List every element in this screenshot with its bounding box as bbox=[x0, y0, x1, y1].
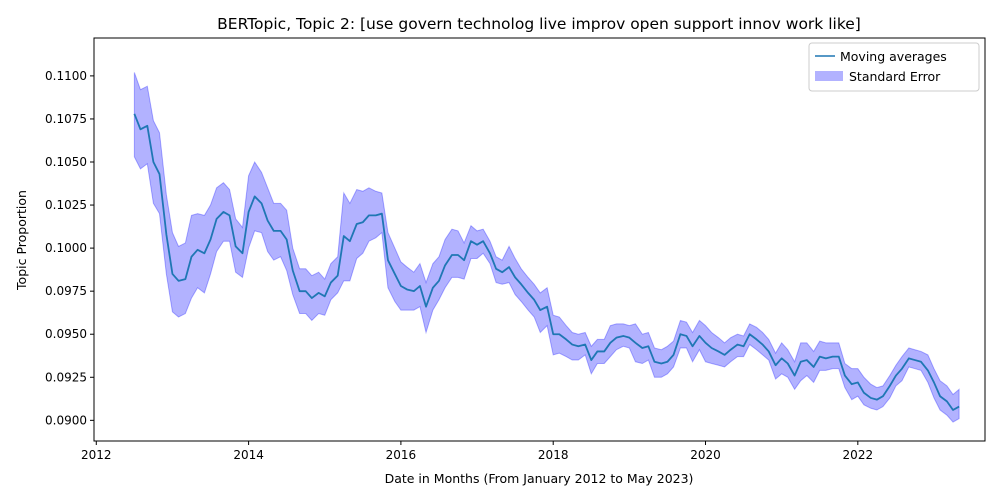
y-tick-label: 0.1025 bbox=[45, 198, 87, 212]
legend-label-standard-error: Standard Error bbox=[849, 69, 941, 84]
y-tick-label: 0.1100 bbox=[45, 69, 87, 83]
y-axis-label: Topic Proportion bbox=[14, 190, 29, 291]
y-tick-label: 0.0900 bbox=[45, 413, 87, 427]
chart-title: BERTopic, Topic 2: [use govern technolog… bbox=[217, 15, 861, 33]
x-axis-label: Date in Months (From January 2012 to May… bbox=[385, 471, 694, 486]
y-tick-label: 0.1050 bbox=[45, 155, 87, 169]
x-tick-label: 2014 bbox=[233, 448, 264, 462]
y-tick-label: 0.0950 bbox=[45, 327, 87, 341]
x-tick-label: 2022 bbox=[843, 448, 874, 462]
x-tick-label: 2016 bbox=[386, 448, 417, 462]
x-tick-label: 2020 bbox=[690, 448, 721, 462]
y-tick-label: 0.0975 bbox=[45, 284, 87, 298]
legend-label-moving-averages: Moving averages bbox=[840, 49, 947, 64]
x-tick-label: 2012 bbox=[81, 448, 112, 462]
legend-band-swatch bbox=[815, 71, 843, 81]
x-axis-ticks: 2012 2014 2016 2018 2020 2022 bbox=[81, 441, 873, 462]
legend-box bbox=[808, 42, 980, 92]
y-tick-label: 0.1075 bbox=[45, 112, 87, 126]
moving-average-line bbox=[133, 113, 960, 411]
plot-frame bbox=[93, 37, 986, 442]
legend: Moving averages Standard Error bbox=[808, 42, 980, 92]
y-tick-label: 0.0925 bbox=[45, 370, 87, 384]
standard-error-band-layer bbox=[133, 72, 960, 423]
moving-average-line-layer bbox=[133, 113, 960, 411]
y-axis-ticks: 0.0900 0.0925 0.0950 0.0975 0.1000 0.1025 0.10… bbox=[45, 69, 94, 427]
standard-error-band bbox=[133, 72, 960, 423]
x-tick-label: 2018 bbox=[538, 448, 569, 462]
y-tick-label: 0.1000 bbox=[45, 241, 87, 255]
